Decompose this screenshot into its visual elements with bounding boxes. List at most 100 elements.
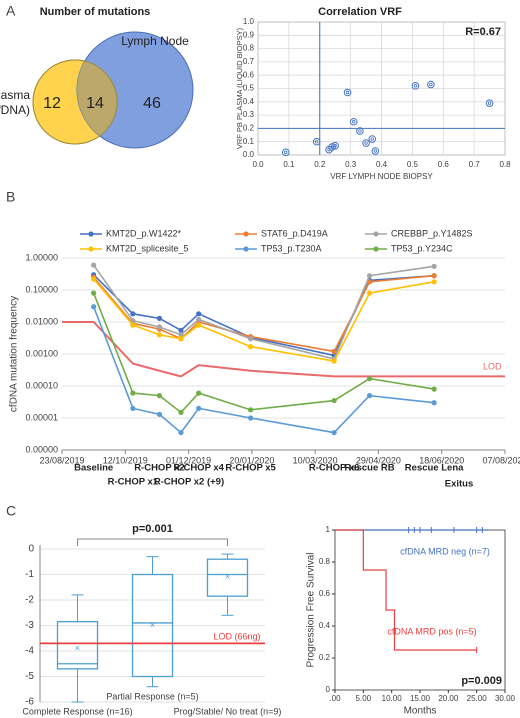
legend-swatch — [373, 231, 379, 237]
point-core — [370, 137, 374, 141]
x-tick-label: 30.00 — [495, 694, 516, 703]
series-marker — [156, 324, 163, 330]
series-marker — [431, 273, 437, 279]
y-tick-label: 0.6 — [319, 589, 331, 598]
annotation: R=0.67 — [465, 26, 501, 38]
mean-marker: × — [225, 571, 230, 581]
timepoint-label: Baseline — [74, 463, 113, 474]
y-tick-label: 0.5 — [243, 84, 255, 93]
point-core — [373, 149, 378, 153]
y-axis-label: VRF PB PLASMA (LIQUID BIOPSY) — [235, 27, 244, 149]
x-tick-label: 10/03/2020 — [293, 455, 338, 465]
mean-marker: × — [150, 620, 155, 630]
category-label: Complete Response (n=16) — [22, 706, 132, 716]
series-marker — [196, 390, 202, 396]
series-marker — [178, 429, 184, 436]
survival-curve — [335, 529, 477, 651]
series-marker — [431, 263, 437, 269]
chart-title: Correlation VRF — [318, 6, 402, 18]
x-tick-label: 20.00 — [438, 694, 459, 703]
series-marker — [366, 393, 373, 399]
series-marker — [91, 276, 97, 282]
series-line — [93, 274, 435, 357]
x-tick-label: 0.2 — [314, 160, 326, 169]
point-core — [284, 150, 288, 155]
y-tick-label: 1 — [326, 525, 331, 534]
y-tick-label: 1.0 — [243, 17, 255, 26]
x-tick-label: 12/10/2019 — [103, 455, 148, 465]
x-tick-label: 10.00 — [382, 694, 403, 703]
series-marker — [331, 348, 337, 355]
y-tick-label: 0.2 — [243, 124, 255, 133]
timepoint-label: Rescue RB — [344, 463, 394, 474]
series-marker — [247, 344, 254, 350]
y-tick-label: 0.10000 — [25, 284, 58, 294]
y-tick-label: 0.8 — [319, 557, 331, 566]
panel-label: A — [6, 3, 16, 19]
x-axis-label: Months — [404, 706, 437, 717]
point — [427, 80, 435, 89]
y-tick-label: -2 — [25, 595, 34, 606]
y-tick-label: 0 — [326, 685, 331, 694]
venn-title: Number of mutations — [40, 6, 151, 18]
timepoint-label: Rescue Lena — [405, 463, 464, 474]
y-tick-label: 0.3 — [243, 110, 255, 119]
legend-swatch — [88, 231, 94, 237]
timepoint-label: R-CHOP x4 — [173, 463, 224, 474]
legend-swatch — [243, 246, 249, 252]
x-tick-label: 0.3 — [345, 160, 357, 169]
series-marker — [247, 336, 254, 342]
series-marker — [156, 411, 163, 417]
x-tick-label: 07/08/2020 — [482, 455, 520, 465]
series-marker — [196, 405, 202, 411]
set-label: Plasma — [0, 88, 30, 102]
box — [206, 558, 249, 597]
lod-label: LOD — [483, 362, 502, 372]
timepoint-label: R-CHOP x1 — [108, 477, 159, 488]
series-label: cfDNA MRD neg (n=7) — [400, 546, 490, 556]
box — [56, 621, 99, 670]
annotation: Exitus — [445, 479, 474, 490]
y-tick-label: 0.0 — [243, 150, 255, 159]
series-marker — [247, 415, 254, 421]
legend-label: TP53_p.Y234C — [391, 243, 453, 253]
y-tick-label: 0.00001 — [25, 412, 58, 422]
y-tick-label: 1.00000 — [25, 252, 58, 262]
x-tick-label: 25.00 — [467, 694, 488, 703]
x-axis-label: VRF LYMPH NODE BIOPSY — [330, 172, 433, 181]
x-tick-label: .00 — [329, 694, 341, 703]
y-tick-label: 0.2 — [319, 653, 331, 662]
series-marker — [91, 262, 97, 268]
timepoint-label: R-CHOP x6 — [309, 463, 360, 474]
timepoint-label: R-CHOP x5 — [225, 463, 276, 474]
y-tick-label: -4 — [25, 646, 34, 657]
y-tick-label: 0.1 — [243, 137, 255, 146]
point — [362, 139, 370, 147]
y-tick-label: 0.9 — [243, 30, 255, 39]
y-tick-label: 0.00000 — [25, 444, 58, 454]
panel-label: C — [6, 503, 16, 519]
series-marker — [366, 290, 373, 296]
point — [356, 127, 364, 135]
point-core — [314, 139, 319, 144]
y-tick-label: -6 — [25, 697, 34, 708]
set-outline — [32, 59, 118, 145]
point-core — [413, 84, 418, 88]
y-tick-label: 0.00100 — [25, 348, 58, 358]
y-tick-label: 0 — [28, 544, 34, 555]
x-tick-label: 0.4 — [376, 160, 388, 169]
legend-label: STAT6_p.D419A — [261, 228, 328, 238]
series-marker — [178, 336, 184, 342]
lod-label: LOD (66ng) — [213, 632, 260, 642]
series-marker — [91, 290, 97, 296]
region-count: 14 — [86, 95, 104, 112]
y-axis-label: Progression Free Survival — [306, 552, 317, 667]
region-count: 46 — [143, 95, 161, 112]
series-marker — [366, 273, 373, 279]
series-marker — [366, 376, 373, 382]
series-marker — [196, 322, 202, 328]
point-core — [345, 90, 350, 95]
series-marker — [196, 311, 202, 317]
series-marker — [331, 358, 337, 364]
